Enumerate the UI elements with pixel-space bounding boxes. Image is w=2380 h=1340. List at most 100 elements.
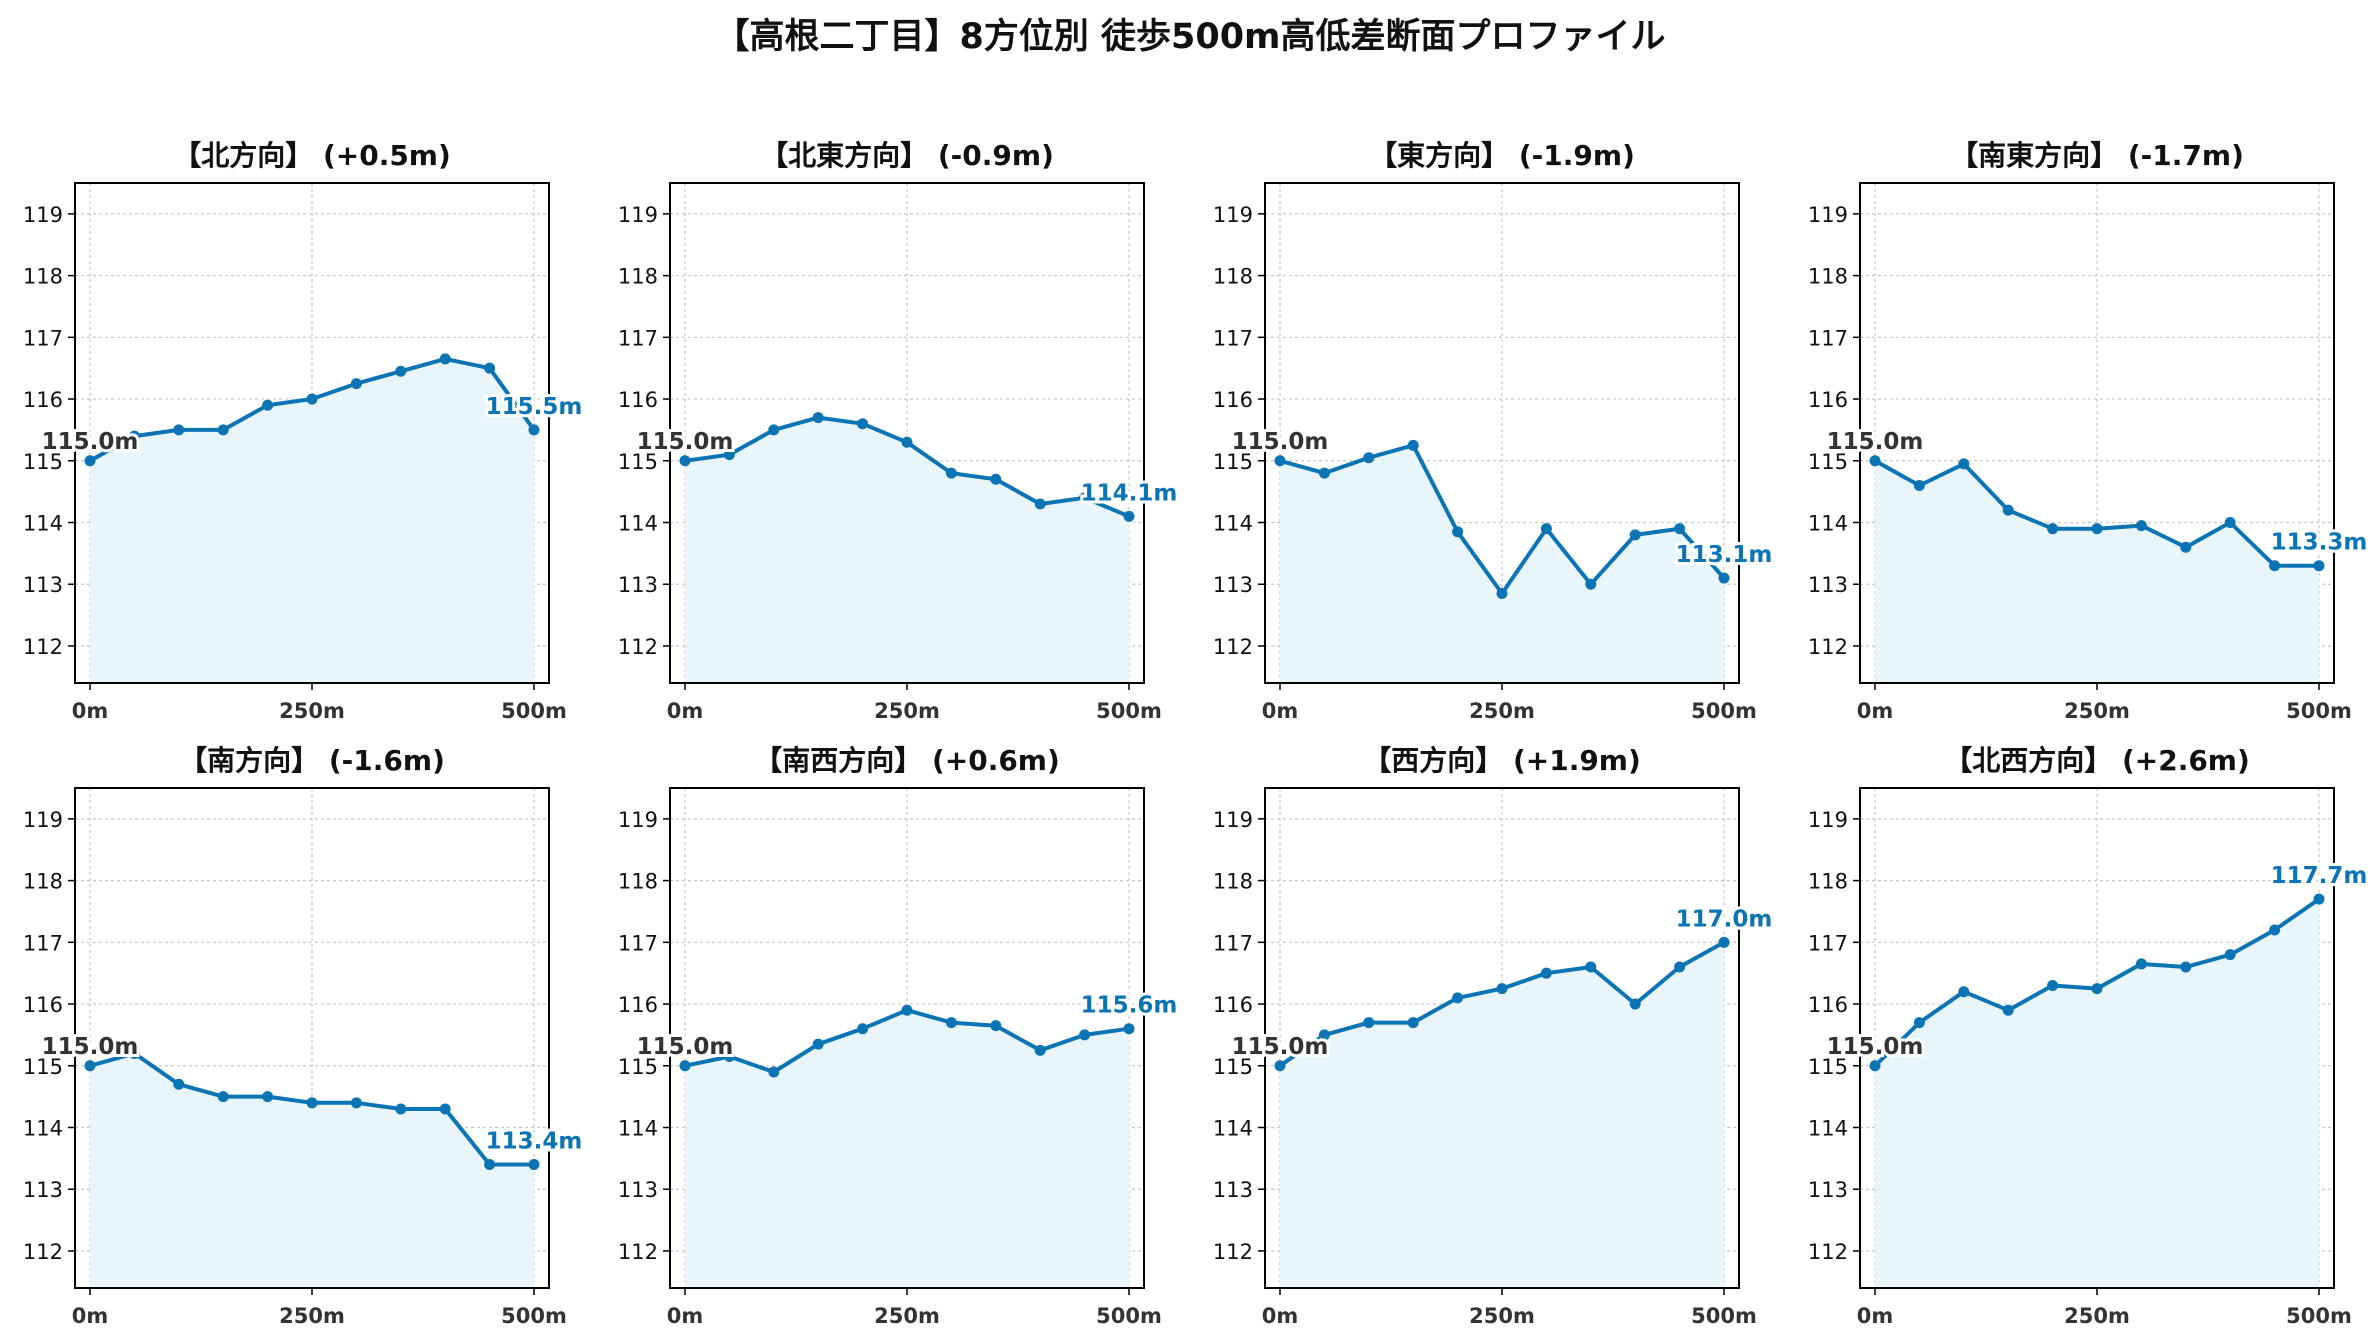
chart-title: 【南方向】 (-1.6m): [179, 744, 445, 777]
data-point: [262, 1091, 274, 1103]
y-tick-label: 116: [1213, 993, 1253, 1017]
y-tick-label: 118: [1808, 870, 1848, 894]
data-point: [2047, 523, 2059, 535]
area-fill: [1875, 899, 2319, 1288]
data-point: [2313, 560, 2325, 572]
y-tick-label: 114: [23, 512, 63, 536]
data-point: [2091, 983, 2103, 995]
y-tick-label: 118: [23, 870, 63, 894]
data-point: [2224, 949, 2236, 961]
data-point: [1629, 998, 1641, 1010]
data-point: [1363, 1017, 1375, 1029]
data-point: [1674, 523, 1686, 535]
y-tick-label: 116: [1213, 388, 1253, 412]
data-point: [350, 1097, 362, 1109]
area-fill: [1280, 942, 1724, 1288]
y-tick-label: 119: [618, 808, 658, 832]
data-point: [1496, 983, 1508, 995]
y-tick-label: 114: [1213, 512, 1253, 536]
data-point: [857, 1023, 869, 1035]
y-tick-label: 117: [1213, 931, 1253, 955]
data-point: [2047, 980, 2059, 992]
y-tick-label: 112: [1808, 635, 1848, 659]
x-tick-label: 250m: [874, 699, 940, 723]
data-point: [1123, 1023, 1135, 1035]
y-tick-label: 117: [1808, 931, 1848, 955]
data-point: [1452, 526, 1464, 538]
x-tick-label: 500m: [1096, 699, 1162, 723]
y-tick-label: 117: [1213, 326, 1253, 350]
y-tick-label: 114: [1808, 512, 1848, 536]
data-point: [528, 1159, 540, 1171]
chart-title: 【東方向】 (-1.9m): [1369, 139, 1635, 172]
data-point: [395, 365, 407, 377]
y-tick-label: 118: [1213, 870, 1253, 894]
data-point: [128, 1047, 140, 1059]
data-point: [1540, 967, 1552, 979]
chart-panel-7: 【北西方向】 (+2.6m) 112 113 114 115 116 117 118 119 0m…: [1808, 744, 2370, 1328]
data-point: [217, 424, 229, 436]
data-point: [2091, 523, 2103, 535]
x-tick-label: 0m: [1262, 1304, 1299, 1328]
y-tick-label: 119: [23, 808, 63, 832]
y-tick-label: 112: [618, 1240, 658, 1264]
data-point: [2002, 1004, 2014, 1016]
y-tick-label: 118: [618, 870, 658, 894]
data-point: [2313, 893, 2325, 905]
x-tick-label: 250m: [2064, 1304, 2130, 1328]
x-tick-label: 500m: [501, 699, 567, 723]
chart-panel-6: 【西方向】 (+1.9m) 112 113 114 115 116 117 118 119 0m 2…: [1213, 744, 1775, 1328]
start-value-label: 115.0m: [42, 429, 139, 455]
y-tick-label: 115: [1213, 450, 1253, 474]
data-point: [1718, 572, 1730, 584]
y-tick-label: 115: [23, 1055, 63, 1079]
y-tick-label: 116: [1808, 993, 1848, 1017]
data-point: [1585, 961, 1597, 973]
data-point: [1585, 578, 1597, 590]
chart-title: 【北東方向】 (-0.9m): [760, 139, 1054, 172]
y-tick-label: 114: [1213, 1117, 1253, 1141]
x-tick-label: 500m: [2286, 699, 2352, 723]
y-tick-label: 115: [1808, 450, 1848, 474]
y-tick-label: 116: [23, 388, 63, 412]
y-tick-label: 112: [1213, 1240, 1253, 1264]
area-fill: [90, 358, 534, 683]
data-point: [945, 1017, 957, 1029]
chart-title: 【北西方向】 (+2.6m): [1944, 744, 2250, 777]
data-point: [1958, 986, 1970, 998]
y-tick-label: 115: [618, 1055, 658, 1079]
data-point: [2135, 958, 2147, 970]
data-point: [768, 424, 780, 436]
data-point: [768, 1066, 780, 1078]
data-point: [1079, 492, 1091, 504]
end-value-label: 115.6m: [1081, 993, 1178, 1019]
data-point: [217, 1091, 229, 1103]
x-tick-label: 0m: [72, 699, 109, 723]
y-tick-label: 112: [618, 635, 658, 659]
y-tick-label: 116: [618, 993, 658, 1017]
y-tick-label: 113: [1808, 573, 1848, 597]
y-tick-label: 116: [23, 993, 63, 1017]
data-point: [2269, 560, 2281, 572]
data-point: [2002, 504, 2014, 516]
data-point: [84, 1060, 96, 1072]
x-tick-label: 500m: [1691, 699, 1757, 723]
data-point: [1540, 523, 1552, 535]
data-point: [723, 449, 735, 461]
data-point: [812, 412, 824, 424]
data-point: [2269, 924, 2281, 936]
y-tick-label: 115: [1213, 1055, 1253, 1079]
area-fill: [90, 1053, 534, 1288]
area-fill: [685, 417, 1129, 683]
data-point: [901, 1004, 913, 1016]
data-point: [1958, 458, 1970, 470]
data-point: [901, 436, 913, 448]
end-value-label: 115.5m: [486, 394, 583, 420]
y-tick-label: 115: [618, 450, 658, 474]
x-tick-label: 250m: [874, 1304, 940, 1328]
data-point: [1034, 498, 1046, 510]
data-point: [1496, 587, 1508, 599]
y-tick-label: 115: [23, 450, 63, 474]
data-point: [128, 430, 140, 442]
data-point: [1318, 467, 1330, 479]
